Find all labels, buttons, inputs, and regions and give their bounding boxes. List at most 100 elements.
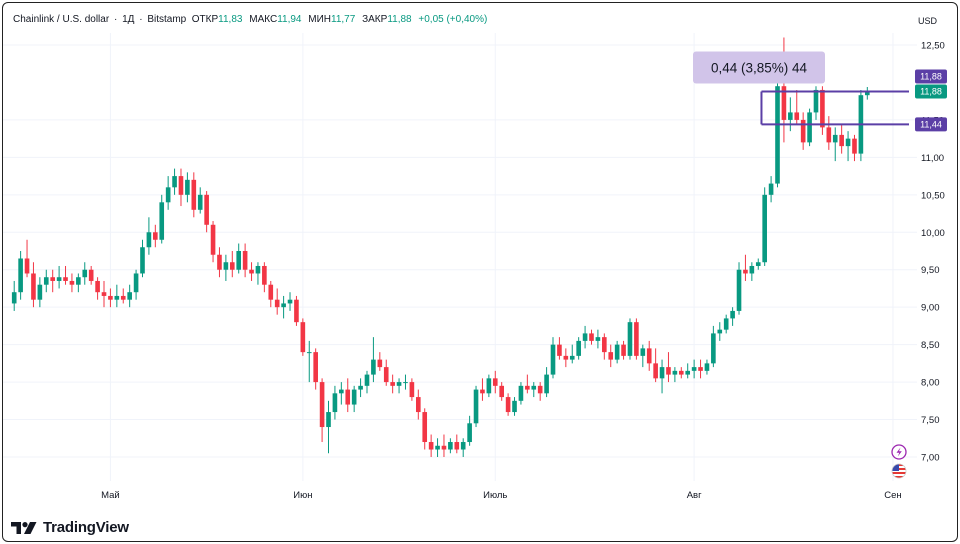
- y-tick-label: 9,50: [921, 265, 940, 276]
- y-tick-label: 8,00: [921, 378, 940, 389]
- candle-body: [76, 277, 81, 285]
- candle-body: [512, 400, 517, 413]
- candle-body: [653, 363, 658, 379]
- symbol-name[interactable]: Chainlink / U.S. dollar: [13, 14, 110, 25]
- candle: [505, 393, 511, 416]
- candle: [37, 277, 43, 308]
- candle: [281, 295, 286, 319]
- candle: [294, 295, 299, 326]
- x-tick-label: Июль: [483, 490, 507, 501]
- candle-body: [525, 385, 530, 390]
- price-tag-measure-bottom: 11,44: [915, 117, 947, 132]
- candle: [755, 258, 761, 270]
- candle: [762, 187, 767, 266]
- candle-body: [602, 337, 607, 353]
- candle: [460, 438, 466, 457]
- candle: [383, 359, 389, 386]
- lightning-icon[interactable]: [891, 444, 907, 460]
- candle: [839, 123, 844, 154]
- candlestick-chart[interactable]: 0,44 (3,85%) 44 7,00 7,50 8,00 8,50 9,00 9,50…: [3, 3, 957, 513]
- candle: [659, 359, 665, 394]
- us-flag-icon[interactable]: [891, 463, 907, 479]
- candle-body: [704, 363, 710, 371]
- side-icons[interactable]: [891, 444, 907, 479]
- candle: [185, 172, 190, 203]
- candle-body: [377, 359, 383, 368]
- candle: [18, 251, 23, 300]
- candle: [11, 280, 17, 311]
- candle-body: [486, 378, 492, 394]
- candle-body: [364, 374, 370, 386]
- close-value: 11,88: [387, 14, 412, 25]
- candle: [197, 187, 203, 214]
- candle: [595, 329, 601, 349]
- candle: [210, 221, 216, 263]
- candle: [140, 239, 145, 278]
- candle: [165, 176, 171, 210]
- candle: [319, 378, 325, 443]
- x-tick-label: Июн: [293, 490, 312, 501]
- candle-body: [210, 224, 216, 255]
- currency-label[interactable]: USD: [917, 16, 937, 26]
- candle: [743, 254, 748, 281]
- candle: [153, 224, 158, 248]
- candle-body: [56, 277, 62, 281]
- candle: [351, 385, 357, 413]
- candle-body: [63, 277, 68, 281]
- price-tag-measure-top: 11,88: [915, 69, 947, 84]
- candle-body: [108, 295, 113, 300]
- candle: [499, 382, 505, 401]
- low-value: 11,77: [331, 14, 356, 25]
- grid-lines: [3, 33, 917, 481]
- candle: [711, 325, 716, 368]
- candle: [704, 359, 710, 375]
- candle: [127, 284, 132, 308]
- candle-body: [249, 269, 254, 274]
- candle-body: [544, 374, 549, 394]
- candle: [332, 385, 338, 420]
- candle-body: [287, 299, 293, 304]
- candle: [101, 280, 107, 308]
- time-axis[interactable]: Май Июн Июль Авг Сен: [101, 490, 902, 501]
- candle-body: [43, 277, 49, 285]
- candle-body: [422, 412, 428, 443]
- candle: [550, 337, 556, 379]
- candle-body: [383, 367, 389, 383]
- candle: [159, 194, 165, 244]
- candle: [678, 367, 684, 379]
- candle-body: [88, 269, 94, 281]
- candle-body: [659, 367, 665, 379]
- candle-body: [351, 389, 357, 405]
- high-value: 11,94: [277, 14, 302, 25]
- price-axis[interactable]: 7,00 7,50 8,00 8,50 9,00 9,50 10,00 10,50 11,00 1…: [921, 41, 945, 464]
- candle-body: [204, 194, 209, 225]
- candle-body: [146, 232, 152, 248]
- x-tick-label: Авг: [687, 490, 702, 501]
- candle-body: [563, 355, 569, 360]
- candle-body: [197, 194, 203, 210]
- candle: [589, 329, 594, 345]
- candle-body: [480, 389, 485, 394]
- candle-body: [114, 295, 120, 300]
- candle-body: [755, 262, 761, 266]
- candle-body: [229, 262, 235, 270]
- candle-body: [332, 393, 338, 413]
- candle: [653, 348, 658, 383]
- close-label: ЗАКР: [362, 14, 388, 25]
- candle-body: [492, 378, 498, 386]
- candle-body: [345, 389, 351, 405]
- candle: [262, 262, 267, 293]
- candle: [204, 191, 209, 233]
- candle: [621, 340, 626, 360]
- tradingview-brand[interactable]: TradingView: [11, 519, 129, 536]
- candle-body: [223, 262, 229, 270]
- price-tag-label: 11,88: [920, 72, 942, 82]
- y-tick-label: 12,50: [921, 41, 945, 52]
- candle-body: [172, 176, 177, 188]
- interval-label[interactable]: 1Д: [122, 14, 135, 25]
- candle-body: [11, 292, 17, 304]
- measure-tool[interactable]: 0,44 (3,85%) 44: [693, 51, 909, 126]
- candle-body: [31, 273, 36, 300]
- candle: [788, 97, 793, 132]
- candle-body: [37, 284, 43, 300]
